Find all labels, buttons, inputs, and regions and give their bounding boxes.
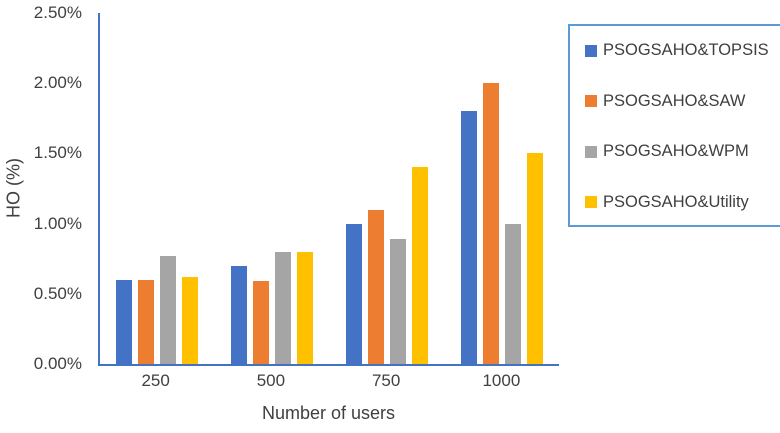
y-tick-label: 0.50% xyxy=(33,283,82,303)
bar xyxy=(116,280,133,364)
bar xyxy=(411,167,428,364)
y-axis-title: HO (%) xyxy=(3,158,24,218)
bar xyxy=(526,153,543,364)
x-tick-label: 750 xyxy=(371,371,401,390)
legend-swatch-icon xyxy=(585,145,597,158)
legend: PSOGSAHO&TOPSIS PSOGSAHO&SAW PSOGSAHO&WPM P… xyxy=(568,24,780,227)
bar xyxy=(160,256,177,364)
legend-label: PSOGSAHO&WPM xyxy=(603,142,749,161)
legend-item: PSOGSAHO&SAW xyxy=(585,92,780,111)
y-tick-label: 2.50% xyxy=(33,3,82,22)
y-tick-label: 0.00% xyxy=(33,354,82,373)
x-axis-title: Number of users xyxy=(261,403,396,423)
legend-item: PSOGSAHO&Utility xyxy=(585,193,780,212)
legend-label: PSOGSAHO&Utility xyxy=(603,192,749,211)
legend-label: PSOGSAHO&SAW xyxy=(603,91,746,110)
bar xyxy=(389,239,406,364)
legend-label: PSOGSAHO&TOPSIS xyxy=(603,41,769,59)
bar xyxy=(182,277,199,364)
bar-group-1000 xyxy=(444,13,559,364)
legend-item: PSOGSAHO&TOPSIS xyxy=(585,41,780,60)
legend-swatch-icon xyxy=(585,196,597,209)
bar xyxy=(367,210,384,364)
bar xyxy=(460,111,477,364)
y-tick-label: 1.00% xyxy=(33,213,82,233)
bar xyxy=(275,252,292,364)
bar xyxy=(504,224,521,364)
bar-group-500 xyxy=(215,13,330,364)
bar xyxy=(297,252,314,364)
legend-swatch-icon xyxy=(585,44,597,57)
plot-area xyxy=(98,13,559,366)
y-tick-label: 1.50% xyxy=(33,143,82,163)
bar xyxy=(482,83,499,364)
bar-group-250 xyxy=(100,13,215,364)
legend-item: PSOGSAHO&WPM xyxy=(585,142,780,161)
y-tick-label: 2.00% xyxy=(33,73,82,93)
bar xyxy=(253,281,270,364)
x-tick-label: 500 xyxy=(256,371,286,390)
bar-group-750 xyxy=(330,13,445,364)
bar xyxy=(345,224,362,364)
bar-groups xyxy=(100,13,559,364)
x-axis-tick-labels: 250 500 750 1000 xyxy=(98,371,559,391)
legend-swatch-icon xyxy=(585,95,597,108)
x-tick-label: 250 xyxy=(141,371,170,390)
x-tick-label: 1000 xyxy=(482,371,521,390)
bar xyxy=(231,266,248,364)
bar xyxy=(138,280,155,364)
